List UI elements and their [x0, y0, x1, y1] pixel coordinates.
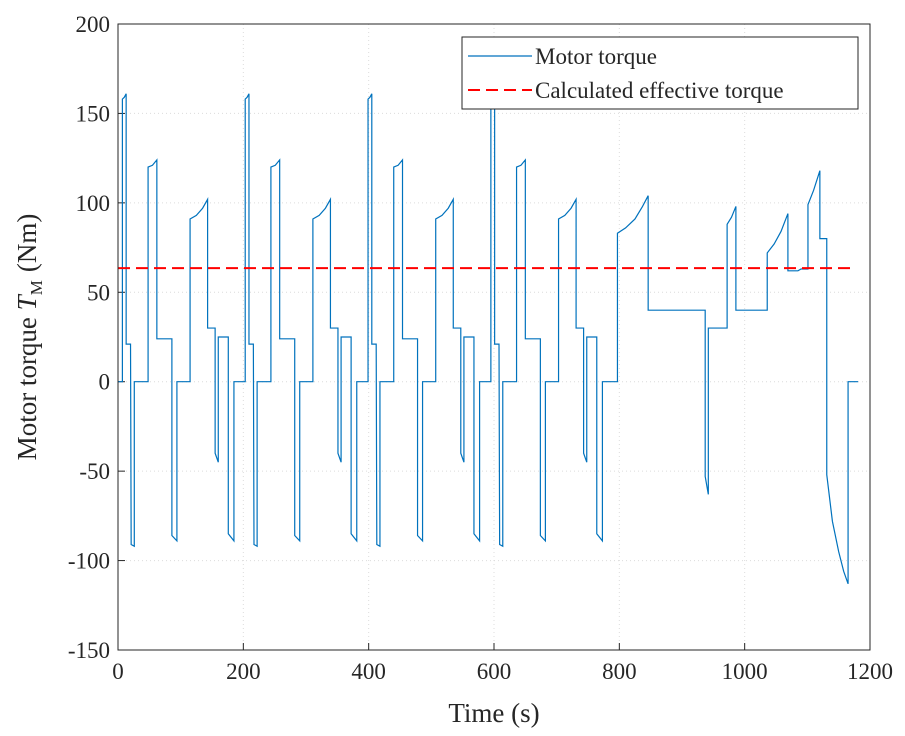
x-tick-label: 1000: [722, 659, 768, 684]
y-tick-label: 0: [99, 370, 111, 395]
legend-label: Calculated effective torque: [535, 78, 784, 103]
y-tick-label: -50: [79, 459, 110, 484]
x-tick-label: 200: [226, 659, 261, 684]
x-tick-label: 800: [602, 659, 637, 684]
y-tick-label: 150: [76, 101, 111, 126]
y-tick-label: -150: [68, 638, 110, 663]
y-label-text: Motor torque: [12, 317, 42, 460]
x-tick-label: 0: [112, 659, 124, 684]
x-tick-label: 600: [477, 659, 512, 684]
legend-label: Motor torque: [535, 44, 657, 69]
y-tick-label: 50: [87, 280, 110, 305]
y-tick-label: 200: [76, 12, 111, 37]
plot-frame: [117, 23, 871, 651]
x-tick-label: 400: [351, 659, 386, 684]
y-label-symbol: T: [12, 293, 42, 310]
x-axis-label: Time (s): [448, 698, 539, 728]
y-tick-label: -100: [68, 549, 110, 574]
y-label-subscript: M: [27, 280, 46, 295]
y-label-unit: (Nm): [12, 214, 42, 272]
y-tick-label: 100: [76, 191, 111, 216]
x-tick-label: 1200: [847, 659, 893, 684]
data-line: [118, 93, 859, 585]
y-axis-label: Motor torque TM (Nm): [12, 214, 46, 461]
legend-box: [461, 36, 859, 110]
